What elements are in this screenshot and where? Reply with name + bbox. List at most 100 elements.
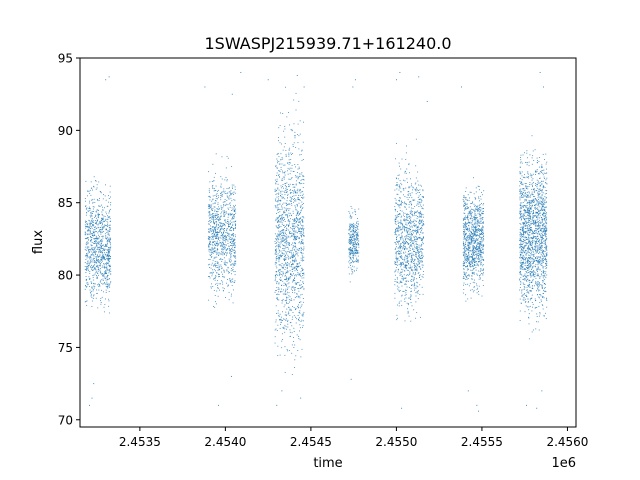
data-point xyxy=(105,228,107,230)
data-point xyxy=(279,219,281,221)
data-point xyxy=(106,256,108,258)
data-point xyxy=(88,256,90,258)
data-point xyxy=(104,259,106,261)
data-point xyxy=(222,246,224,247)
data-point xyxy=(104,233,106,235)
data-point xyxy=(109,284,111,286)
data-point xyxy=(300,234,302,236)
data-point xyxy=(351,260,353,262)
data-point xyxy=(414,266,416,268)
data-point xyxy=(276,294,278,295)
data-point xyxy=(286,299,288,301)
data-point xyxy=(108,235,110,237)
data-point xyxy=(215,275,216,277)
data-point xyxy=(296,191,298,193)
data-point xyxy=(417,215,419,217)
data-point xyxy=(395,185,397,186)
data-point xyxy=(303,246,305,248)
data-point xyxy=(292,225,294,227)
data-point xyxy=(412,270,414,272)
data-point xyxy=(394,209,396,210)
data-point xyxy=(279,258,281,260)
data-point xyxy=(421,196,423,198)
data-point xyxy=(230,194,232,196)
data-point xyxy=(216,195,217,197)
data-point xyxy=(288,295,290,297)
data-point xyxy=(408,260,410,262)
data-point xyxy=(216,218,218,220)
data-point xyxy=(351,229,353,231)
data-point xyxy=(285,315,287,317)
data-point xyxy=(278,287,280,289)
data-point xyxy=(278,283,280,285)
data-point xyxy=(208,211,210,213)
data-point xyxy=(221,244,223,246)
data-point xyxy=(354,261,356,263)
data-point xyxy=(277,220,279,222)
data-point xyxy=(226,188,228,189)
data-point xyxy=(276,283,278,285)
data-point xyxy=(395,142,397,144)
data-point xyxy=(85,246,87,248)
data-point xyxy=(303,288,305,290)
data-point xyxy=(287,297,289,299)
data-point xyxy=(231,227,233,229)
data-point xyxy=(214,279,216,281)
data-point xyxy=(88,286,90,287)
data-point xyxy=(233,228,235,230)
data-point xyxy=(280,112,281,114)
data-point xyxy=(303,227,305,229)
data-point xyxy=(298,148,300,150)
data-point xyxy=(466,200,468,201)
data-point xyxy=(230,214,232,216)
data-point xyxy=(102,223,103,225)
data-point xyxy=(88,249,89,251)
data-point xyxy=(420,256,422,258)
data-point xyxy=(348,255,350,257)
data-point xyxy=(97,248,99,250)
data-point xyxy=(290,258,292,259)
data-point xyxy=(398,301,400,303)
data-point xyxy=(300,249,302,251)
data-point xyxy=(106,261,108,263)
data-point xyxy=(475,253,476,255)
data-point xyxy=(300,179,302,181)
data-point xyxy=(209,213,211,215)
data-point xyxy=(100,273,102,275)
data-point xyxy=(403,291,405,293)
data-point xyxy=(276,196,278,198)
data-point xyxy=(230,227,231,229)
data-point xyxy=(97,273,99,274)
data-point xyxy=(349,231,351,233)
data-point xyxy=(292,254,294,256)
data-point xyxy=(399,248,401,250)
data-point xyxy=(224,254,225,255)
data-point xyxy=(356,222,358,224)
data-point xyxy=(417,237,418,239)
data-point xyxy=(297,350,299,351)
data-point xyxy=(99,229,101,231)
data-point xyxy=(108,260,110,262)
data-point xyxy=(87,237,89,238)
data-point xyxy=(218,237,220,239)
data-point xyxy=(297,296,299,298)
data-point xyxy=(104,282,105,283)
data-point xyxy=(469,235,471,237)
data-point xyxy=(289,250,291,252)
data-point xyxy=(413,265,415,267)
data-point xyxy=(276,218,278,220)
data-point xyxy=(292,171,294,172)
data-point xyxy=(410,267,412,268)
data-point xyxy=(99,236,100,238)
data-point xyxy=(284,354,286,356)
data-point xyxy=(220,266,222,268)
data-point xyxy=(221,232,223,234)
data-point xyxy=(302,256,303,258)
data-point xyxy=(232,209,234,211)
data-point xyxy=(90,294,92,296)
data-point xyxy=(286,197,288,199)
data-point xyxy=(295,146,297,148)
data-point xyxy=(278,163,280,165)
data-point xyxy=(226,203,228,205)
data-point xyxy=(105,272,107,274)
